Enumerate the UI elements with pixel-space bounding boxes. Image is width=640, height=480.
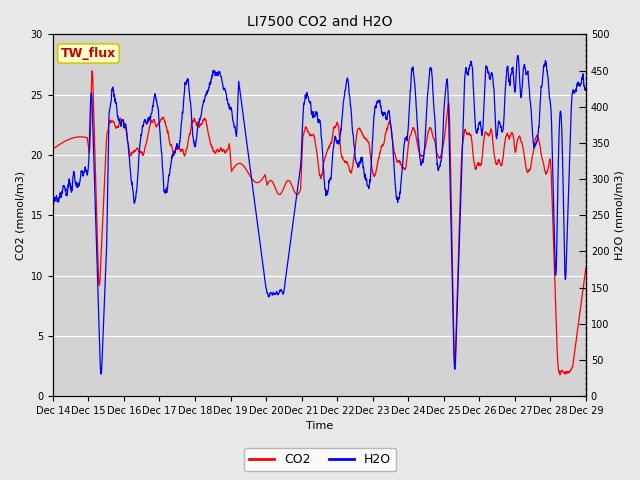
CO2 bbox=[49, 146, 56, 152]
H2O bbox=[97, 371, 105, 377]
Line: CO2: CO2 bbox=[52, 71, 586, 375]
Legend: CO2, H2O: CO2, H2O bbox=[244, 448, 396, 471]
Line: H2O: H2O bbox=[52, 56, 586, 374]
CO2 bbox=[469, 150, 477, 156]
CO2 bbox=[582, 265, 590, 271]
H2O bbox=[294, 181, 302, 187]
Title: LI7500 CO2 and H2O: LI7500 CO2 and H2O bbox=[246, 15, 392, 29]
Y-axis label: CO2 (mmol/m3): CO2 (mmol/m3) bbox=[15, 171, 25, 260]
H2O bbox=[308, 113, 316, 119]
CO2 bbox=[88, 68, 96, 73]
H2O bbox=[49, 204, 56, 210]
H2O bbox=[582, 85, 590, 91]
CO2 bbox=[308, 132, 316, 138]
CO2 bbox=[556, 372, 564, 378]
Text: TW_flux: TW_flux bbox=[61, 47, 116, 60]
CO2 bbox=[76, 134, 84, 140]
H2O bbox=[567, 120, 575, 125]
X-axis label: Time: Time bbox=[306, 421, 333, 432]
H2O bbox=[469, 75, 477, 81]
CO2 bbox=[567, 367, 575, 372]
Y-axis label: H2O (mmol/m3): H2O (mmol/m3) bbox=[615, 170, 625, 260]
H2O bbox=[76, 179, 84, 184]
H2O bbox=[514, 53, 522, 59]
CO2 bbox=[567, 367, 575, 373]
H2O bbox=[567, 113, 575, 119]
CO2 bbox=[294, 191, 302, 197]
